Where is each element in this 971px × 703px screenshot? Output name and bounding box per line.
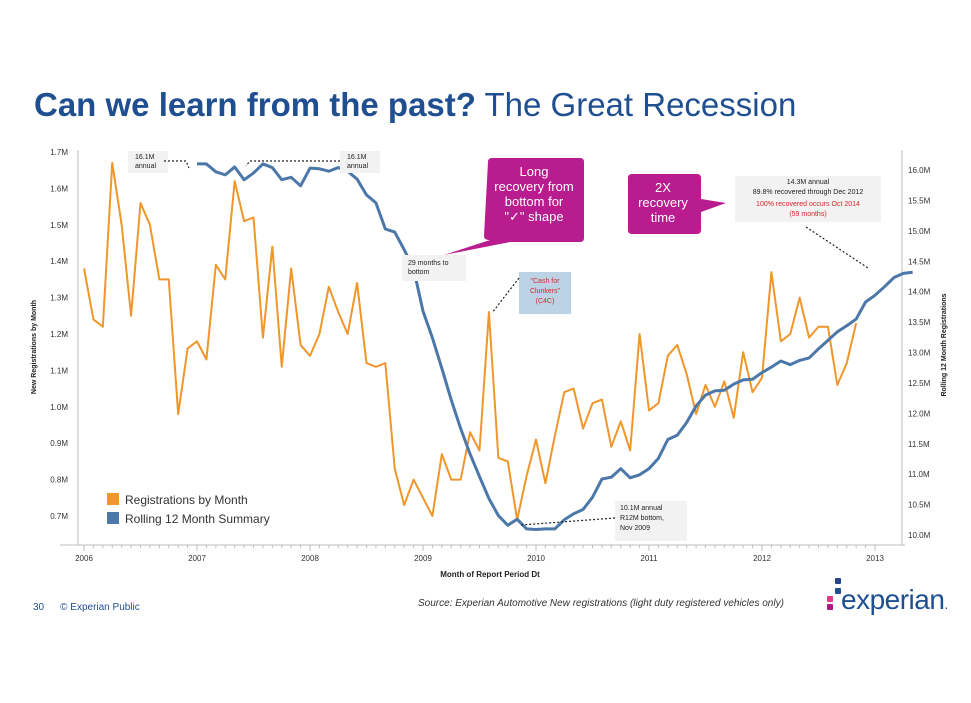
logo-dot-2	[835, 588, 841, 594]
annotation-peak-left-leader	[164, 160, 190, 169]
callout-long-recovery-line-4: "✓" shape	[504, 209, 563, 224]
legend-swatch-rolling	[107, 512, 119, 524]
y-left-tick-label: 0.7M	[50, 512, 68, 521]
y-right-tick-label: 16.0M	[908, 166, 931, 175]
annotation-c4c-box	[519, 272, 571, 314]
annotation-recovery-line-1: 14.3M annual	[787, 179, 830, 186]
legend-label-registrations: Registrations by Month	[125, 493, 248, 507]
footer: 30 © Experian Public	[33, 602, 156, 613]
y-right-tick-label: 12.5M	[908, 379, 931, 388]
logo-text: experian.	[841, 584, 948, 615]
annotation-c4c-leader	[491, 277, 520, 314]
annotation-recovery-leader	[805, 226, 869, 269]
y-right-axis-title: Rolling 12 Month Registrations	[941, 293, 948, 396]
legend-swatch-registrations	[107, 493, 119, 505]
annotation-peak-right-leader	[245, 160, 340, 167]
series-rolling-line	[197, 162, 913, 532]
annotation-peak-right-box	[340, 151, 380, 173]
y-left-axis-title: New Registrations by Month	[31, 300, 38, 394]
y-left-tick-label: 0.9M	[50, 439, 68, 448]
page-number: 30	[33, 602, 45, 613]
annotation-recovery-line-2: 89.8% recovered through Dec 2012	[753, 189, 864, 196]
y-left-tick-label: 1.1M	[50, 366, 68, 375]
annotation-recovery-red-line-1: 100% recovered occurs Oct 2014	[756, 201, 860, 208]
x-tick-label: 2012	[753, 554, 771, 563]
annotation-peak-right-line-1: 16.1M	[347, 154, 367, 161]
y-right-tick-label: 10.0M	[908, 531, 931, 540]
annotation-c4c-line-3: (C4C)	[536, 298, 555, 305]
y-left-tick-label: 1.5M	[50, 221, 68, 230]
annotation-recovery-box	[735, 176, 881, 222]
annotation-months-line-1: 29 months to	[408, 260, 449, 267]
slide-title: Can we learn from the past? The Great Re…	[34, 86, 796, 124]
logo-dot-3	[827, 604, 833, 610]
y-left-tick-label: 1.6M	[50, 184, 68, 193]
copyright: © Experian Public	[60, 602, 140, 613]
callout-2x-line-2: recovery	[638, 195, 688, 210]
annotation-peak-left-line-1: 16.1M	[135, 154, 155, 161]
y-right-tick-label: 14.0M	[908, 288, 931, 297]
y-right-tick-label: 11.0M	[908, 470, 930, 479]
y-right-tick-label: 14.5M	[908, 257, 931, 266]
callout-2x-shape	[628, 174, 726, 234]
callout-long-recovery-line-1: Long	[520, 164, 549, 179]
annotation-c4c-line-2: Clunkers"	[530, 288, 561, 295]
annotation-months-line-2: bottom	[408, 269, 430, 276]
y-right-tick-label: 12.0M	[908, 409, 931, 418]
annotation-peak-left-line-2: annual	[135, 163, 156, 170]
x-tick-label: 2008	[301, 554, 319, 563]
callout-2x-line-1: 2X	[655, 180, 671, 195]
logo-dot-4	[835, 578, 841, 584]
experian-logo: experian.	[825, 578, 965, 618]
annotation-months-box	[402, 255, 466, 281]
source-note: Source: Experian Automotive New registra…	[418, 598, 784, 609]
annotation-recovery-red-line-2: (59 months)	[789, 211, 826, 218]
logo-dot-1	[827, 596, 833, 602]
callout-2x-line-3: time	[651, 210, 676, 225]
y-left-tick-label: 1.0M	[50, 403, 68, 412]
callout-long-recovery-line-3: bottom for	[505, 194, 564, 209]
y-right-tick-label: 13.5M	[908, 318, 931, 327]
x-tick-label: 2006	[75, 554, 93, 563]
y-left-tick-label: 1.2M	[50, 330, 68, 339]
annotation-c4c-line-1: "Cash for	[531, 278, 561, 285]
annotation-bottom-line-3: Nov 2009	[620, 525, 650, 532]
y-left-tick-label: 1.3M	[50, 294, 68, 303]
y-right-tick-label: 10.5M	[908, 501, 931, 510]
x-tick-label: 2009	[414, 554, 432, 563]
annotation-peak-right-line-2: annual	[347, 163, 368, 170]
legend-label-rolling: Rolling 12 Month Summary	[125, 512, 270, 526]
callout-long-recovery-line-2: recovery from	[494, 179, 573, 194]
y-left-tick-label: 0.8M	[50, 476, 68, 485]
annotation-peak-left-box	[128, 151, 168, 173]
annotation-bottom-line-1: 10.1M annual	[620, 505, 663, 512]
y-right-tick-label: 15.5M	[908, 196, 931, 205]
title-rest: The Great Recession	[484, 86, 797, 123]
annotation-bottom-box	[615, 501, 687, 541]
x-tick-label: 2011	[640, 554, 658, 563]
y-left-tick-label: 1.7M	[50, 148, 68, 157]
y-right-tick-label: 13.0M	[908, 349, 931, 358]
x-axis-title: Month of Report Period Dt	[440, 570, 540, 579]
x-tick-label: 2013	[866, 554, 884, 563]
y-left-tick-label: 1.4M	[50, 257, 68, 266]
y-right-tick-label: 15.0M	[908, 227, 931, 236]
x-tick-label: 2010	[527, 554, 545, 563]
annotation-bottom-line-2: R12M bottom,	[620, 515, 664, 522]
title-bold: Can we learn from the past?	[34, 86, 476, 123]
callout-long-recovery-shape	[444, 158, 584, 255]
series-registrations-line	[83, 161, 858, 521]
x-tick-label: 2007	[188, 554, 206, 563]
y-right-tick-label: 11.5M	[908, 440, 930, 449]
